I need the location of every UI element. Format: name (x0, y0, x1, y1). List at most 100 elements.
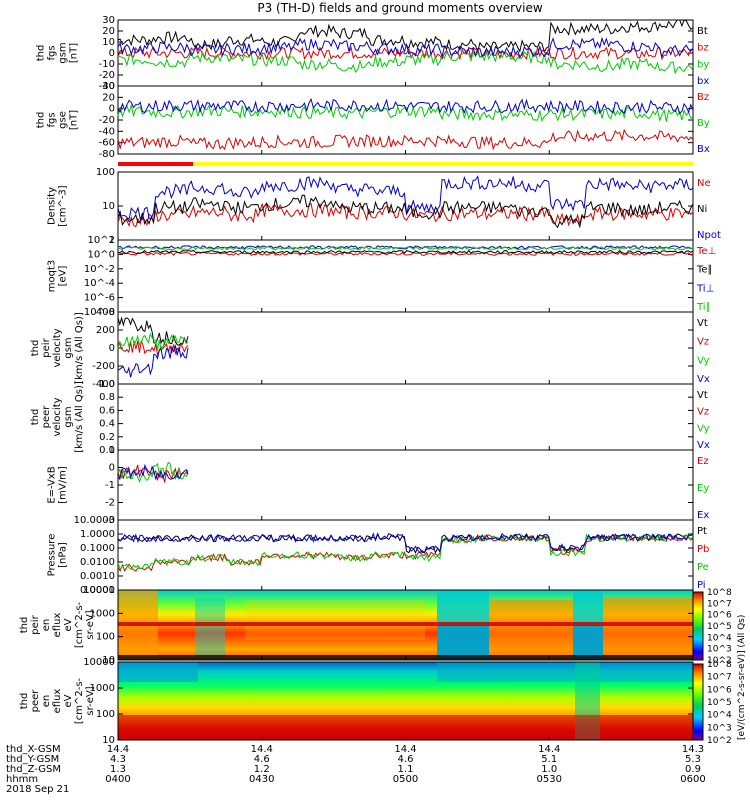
ytick-label-peir_vel: -400 (92, 379, 115, 390)
legend-density: Ne (697, 178, 711, 189)
colorbar-tick-label: 10^6 (707, 611, 732, 621)
ytick-label-temp: 10^-4 (84, 278, 115, 289)
legend-efield: Ez (697, 456, 709, 467)
footer-tick-label: 14.4 (251, 744, 273, 755)
series-efield-Ey (117, 461, 189, 483)
ytick-label-peer_vel: 0.8 (99, 392, 115, 403)
series-pressure-Pe (117, 533, 694, 571)
colorbar-tick-label: 10^7 (707, 599, 732, 609)
ytick-label-efield: -2 (105, 498, 115, 509)
legend-peir_vel: Vy (697, 355, 710, 366)
panel-frame-peir-vel (117, 311, 694, 385)
ytick-label-fgs_gse: -40 (99, 126, 115, 137)
bar-yellow (193, 162, 693, 166)
colorbar-tick-label: 10^4 (707, 711, 732, 721)
colorbar-label: [eV/(cm^2-s-sr-eV)] (All Qs) (737, 615, 747, 740)
footer-tick-label: 0500 (393, 774, 418, 785)
ytick-label-peer_vel: 1.0 (99, 379, 115, 390)
ylabel-temp: moqt3[eV] (47, 260, 69, 293)
spectrogram-peir (118, 590, 693, 660)
footer-row-label: thd_X-GSM (6, 744, 61, 755)
legend-fgs_gse: Bx (697, 144, 710, 155)
footer-tick-label: 0430 (249, 774, 274, 785)
ytick-label-pressure: 1.0000 (80, 529, 115, 540)
legend-temp: Ti∥ (696, 302, 711, 313)
series-pressure-Pi (117, 532, 694, 554)
ytick-label-density: 10 (102, 201, 115, 212)
ytick-label-peer_vel: 0.6 (99, 405, 115, 416)
ytick-label-pressure: 0.0010 (80, 571, 115, 582)
ylabel-pressure: Pressure[nPa] (47, 534, 69, 577)
panel-frame-fgs-gsm (117, 19, 694, 87)
ytick-label-efield: 0 (109, 463, 115, 474)
ylabel-peer_spec: thdpeerenefluxeV[cm^2-s-sr-eV] (19, 677, 96, 724)
ytick-label-efield: -3 (105, 515, 115, 526)
legend-fgs_gsm: Bt (697, 26, 708, 37)
colorbar-peer (692, 663, 704, 741)
colorbar-tick-label: 10^3 (707, 723, 732, 733)
ytick-label-peer_spec: 10000 (83, 657, 115, 668)
legend-density: Ni (697, 204, 707, 215)
colorbar-tick-label: 10^5 (707, 622, 732, 632)
ytick-label-fgs_gse: -80 (99, 149, 115, 160)
ytick-label-fgs_gsm: 0 (109, 48, 115, 59)
ytick-label-fgs_gse: -60 (99, 138, 115, 149)
ylabel-peir_vel: thdpeirvelocitygsm[km/s (All Qs)] (30, 312, 85, 384)
legend-efield: Ex (697, 510, 709, 521)
colorbar-peir (692, 591, 704, 661)
ytick-label-pressure: 0.1000 (80, 543, 115, 554)
ylabel-peer_vel: thdpeervelocitygsm[km/s (All Qs)] (30, 381, 85, 453)
ytick-label-peir_spec: 10000 (83, 585, 115, 596)
series-fgs_gsm-Bt (117, 19, 694, 54)
ytick-label-fgs_gse: -20 (99, 115, 115, 126)
series-density-Ne (117, 202, 694, 228)
ylabel-fgs_gsm: thdfgsgsm[nT] (36, 42, 80, 63)
ytick-label-density: 100 (96, 167, 115, 178)
ytick-label-peer_vel: 0.4 (99, 419, 115, 430)
footer-tick-label: 5.1 (541, 754, 557, 765)
footer-tick-label: 4.6 (254, 754, 270, 765)
legend-temp: Ti⊥ (696, 283, 714, 294)
footer-row-label: 2018 Sep 21 (6, 784, 69, 795)
ytick-label-temp: 10^-6 (84, 293, 115, 304)
legend-pressure: Pt (697, 526, 707, 537)
series-fgs_gse-Bz (117, 128, 694, 151)
legend-layer: Bt bz by bx Bz By Bx Ne Ni Npot Te⊥ Te∥ Ti⊥ Ti∥ Vt Vz Vy… (696, 26, 721, 591)
footer-tick-label: 5.3 (685, 754, 701, 765)
ytick-label-efield: 1 (109, 445, 115, 456)
footer-tick-label: 14.4 (394, 744, 416, 755)
series-fgs_gsm-bz (117, 45, 694, 61)
colorbar-tick-label: 10^8 (707, 660, 732, 670)
legend-peer_vel: Vy (697, 423, 710, 434)
series-fgs_gsm-bx (117, 36, 694, 59)
legend-peer_vel: Vx (697, 440, 710, 451)
legend-peer_vel: Vz (697, 407, 709, 418)
ylabel-efield: E=-VxB[mV/m] (47, 466, 69, 504)
bar-red (118, 162, 193, 166)
footer-tick-label: 0400 (105, 774, 130, 785)
ytick-label-temp: 10^-8 (84, 307, 115, 318)
colorbar-tick-label: 10^6 (707, 685, 732, 695)
footer-tick-label: 0.9 (685, 764, 701, 775)
legend-fgs_gse: By (697, 118, 710, 129)
colorbar-ticks: 10^810^710^610^510^410^310^210^810^710^6… (707, 588, 732, 746)
ytick-label-temp: 10^2 (88, 235, 115, 246)
ytick-label-peir_spec: 100 (96, 632, 115, 643)
colorbar-tick-label: 10^2 (707, 656, 732, 666)
footer-tick-label: 4.3 (110, 754, 126, 765)
ytick-label-peir_spec: 1000 (90, 608, 115, 619)
ytick-label-peer_spec: 100 (96, 709, 115, 720)
colorbar-tick-label: 10^3 (707, 645, 732, 655)
ytick-label-density: 1 (109, 235, 115, 246)
panel-frame-temp (117, 239, 694, 313)
series-density-Npot (117, 175, 694, 221)
ytick-label-pressure: 0.0100 (80, 557, 115, 568)
series-temp-Te⊥ (117, 251, 694, 256)
series-efield-Ex (117, 463, 189, 481)
ytick-label-pressure: 10.0000 (74, 515, 115, 526)
legend-fgs_gsm: bx (697, 76, 709, 87)
legend-peir_vel: Vx (697, 374, 710, 385)
panel-frame-peer-vel (117, 383, 694, 451)
footer-tick-label: 0530 (537, 774, 562, 785)
